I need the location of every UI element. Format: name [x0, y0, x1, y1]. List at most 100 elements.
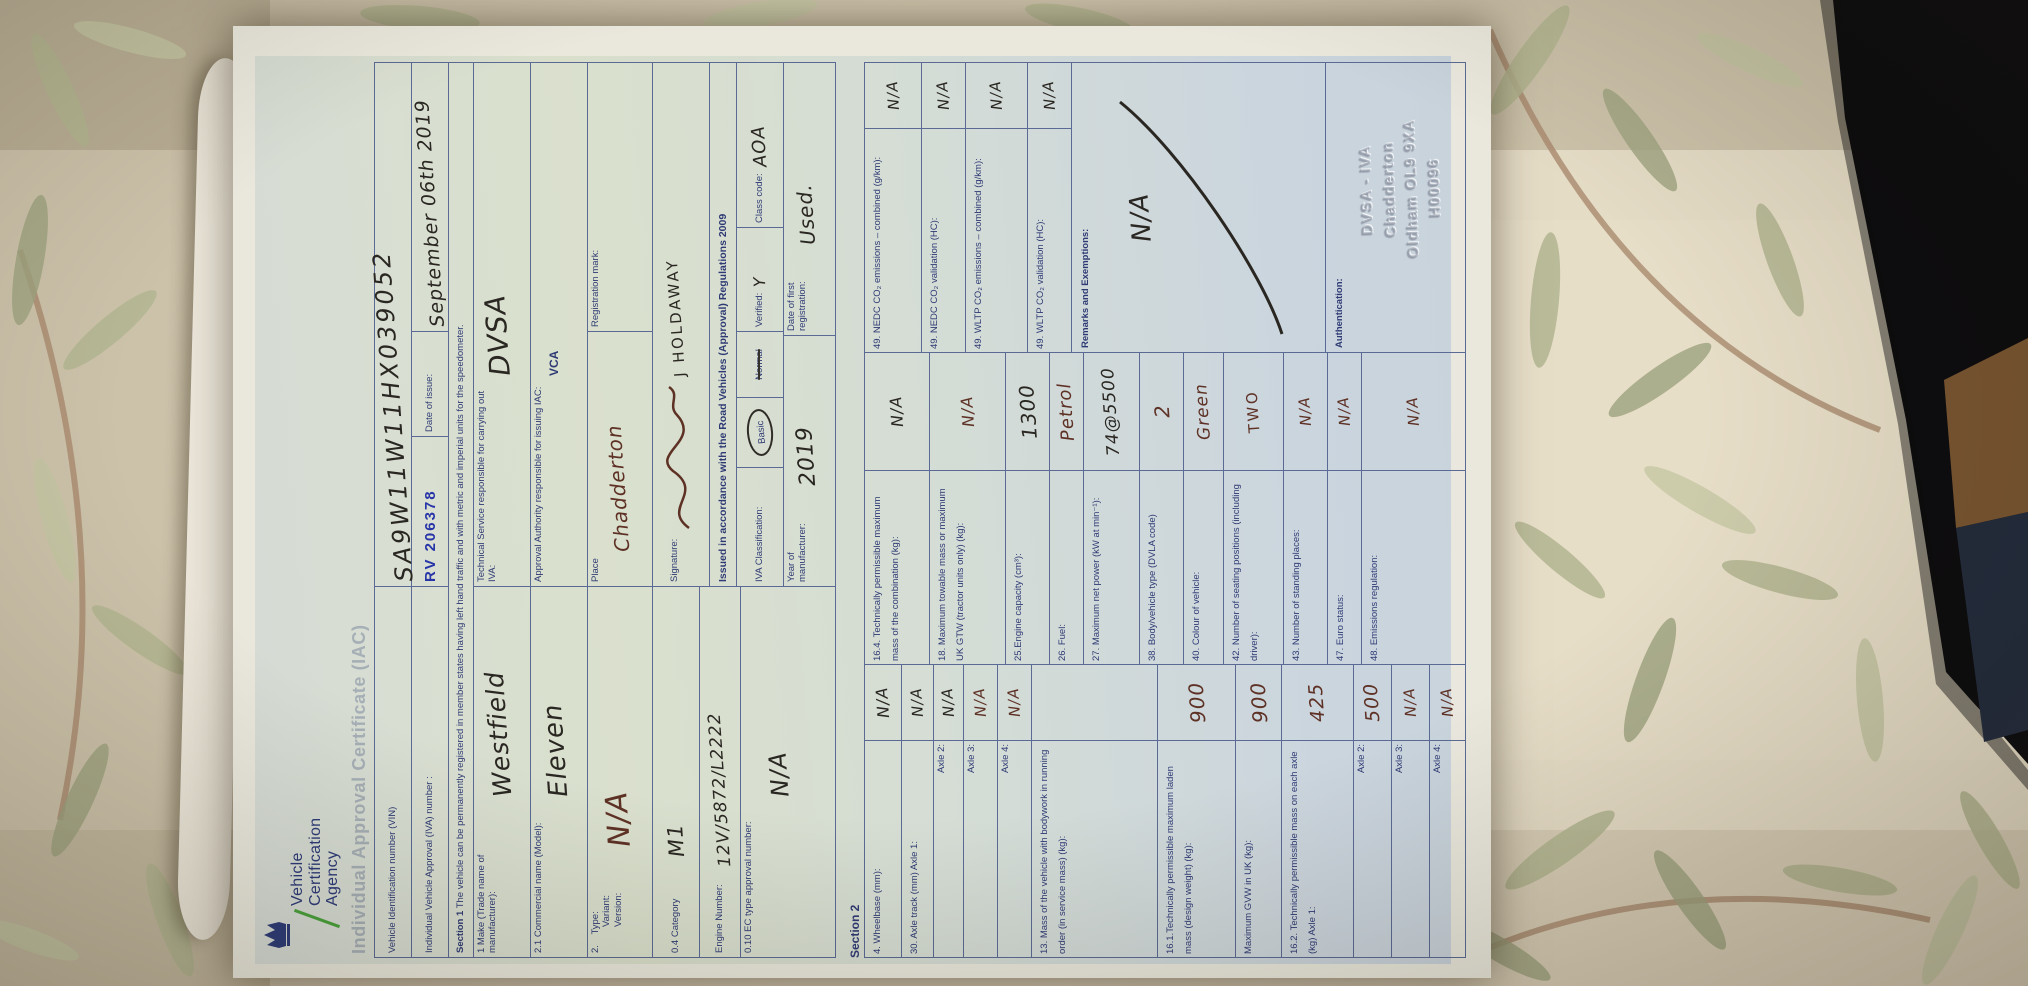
ec-approval-label: 0.10 EC type approval number:	[743, 821, 754, 954]
vca-logo: Vehicle Certification Agency	[259, 56, 347, 954]
type-value: N/A	[599, 789, 638, 848]
signature-name: J HOLDAWAY	[662, 257, 690, 378]
s2-row: 43. Number of standing places: N/A	[1283, 353, 1328, 664]
certificate-document: Vehicle Certification Agency Individual …	[233, 26, 1491, 978]
s2-row: 18. Maximum towable mass or maximum UK G…	[929, 353, 1006, 664]
section2-left-column: 4. Wheelbase (mm): N/A 30. Axle track (mm…	[865, 665, 1466, 957]
s2-row: 49. WLTP CO₂ emissions – combined (g/km)…	[965, 63, 1028, 352]
class-code-value: AOA	[747, 124, 772, 169]
category-row: 0.4 Category M1	[653, 587, 699, 957]
s2-row: 27. Maximum net power (kW at min⁻¹): 74@5…	[1083, 353, 1140, 664]
iva-number-prefix: RV	[421, 557, 439, 582]
issued-row: Issued in accordance with the Road Vehic…	[709, 63, 736, 586]
date-of-issue-label: Date of issue:	[424, 373, 436, 432]
s2-row: Axle 4: N/A	[997, 665, 1032, 957]
signature-squiggle	[666, 385, 690, 529]
authentication-label: Authentication:	[1334, 278, 1346, 348]
class-code-label: Class code:	[754, 173, 766, 223]
s2-row: 16.2. Technically permissible mass on ea…	[1281, 665, 1354, 957]
dvsa-stamp: DVSA - IVA Chadderton Oldham OL9 9XA H00…	[1352, 68, 1450, 311]
iva-number-label: Individual Vehicle Approval (IVA) number…	[424, 776, 436, 953]
category-value: M1	[662, 822, 689, 858]
logo-text: Vehicle Certification Agency	[289, 818, 342, 906]
section2-middle-column: 16.4. Technically permissible maximum ma…	[865, 353, 1466, 665]
vin-value: SA9W11W11HX039052	[367, 248, 419, 583]
vin-row: Vehicle Identification number (VIN) SA9W…	[367, 63, 419, 957]
s2-row: 25.Engine capacity (cm³): 1300	[1005, 353, 1050, 664]
section1-sentence-row: Section 1 The vehicle can be permanently…	[448, 63, 473, 957]
logo-green-slash	[293, 908, 341, 929]
section1-text: The vehicle can be permanently registere…	[455, 324, 467, 911]
s2-row: 40. Colour of vehicle: Green	[1183, 353, 1224, 664]
s2-row: Axle 2: 500	[1353, 665, 1392, 957]
ec-approval-value: N/A	[763, 750, 795, 798]
make-row: 1 Make (Trade name of manufacturer): Wes…	[473, 63, 530, 957]
place-label: Place	[590, 558, 601, 582]
s2-row: 26. Fuel: Petrol	[1049, 353, 1084, 664]
place-value: Chadderton	[601, 423, 635, 553]
classification-basic: Basic	[744, 407, 776, 458]
s2-row: 30. Axle track (mm) Axle 1: N/A	[901, 665, 934, 957]
date-first-registration-label: Date of first registration:	[786, 281, 809, 331]
engine-number-row: Engine Number: 12V/5872/L2222	[699, 587, 740, 957]
type-place-row: 2. Type: Variant: Version: N/A Place Cha…	[587, 63, 652, 957]
remarks-cell: Remarks and Exemptions: N/A	[1071, 63, 1326, 352]
s2-row: 4. Wheelbase (mm): N/A	[865, 665, 902, 957]
authentication-cell: Authentication: DVSA - IVA Chadderton Ol…	[1325, 63, 1466, 352]
wood-edge	[1944, 338, 2028, 528]
section1-table: Vehicle Identification number (VIN) SA9W…	[367, 62, 836, 958]
date-first-registration-value: Used.	[791, 182, 821, 246]
engine-number-value: 12V/5872/L2222	[704, 711, 735, 868]
model-value: Eleven	[537, 702, 575, 798]
section1-heading: Section 1	[455, 910, 467, 953]
model-row: 2.1 Commercial name (Model): Eleven Appr…	[530, 63, 587, 957]
s2-row: 49. WLTP CO₂ validation (HC): N/A	[1027, 63, 1072, 352]
verified-value: Y	[749, 275, 770, 288]
s2-row: 42. Number of seating positions (includi…	[1223, 353, 1284, 664]
classification-row: IVA Classification: Basic Normal Verifie…	[736, 63, 783, 586]
s2-row: 48. Emissions regulation: N/A	[1361, 353, 1466, 664]
type-label: Type:	[590, 911, 601, 935]
classification-normal: Normal	[754, 349, 766, 380]
iva-classification-label: IVA Classification:	[754, 506, 766, 582]
watermark-title: Individual Approval Certificate (IAC)	[349, 624, 369, 954]
section2-heading: Section 2	[848, 904, 862, 958]
date-of-issue-value: September 06th 2019	[410, 98, 449, 328]
s2-row: Axle 3: N/A	[1391, 665, 1430, 957]
s2-row: 47. Euro status: N/A	[1327, 353, 1362, 664]
year-of-manufacturer-value: 2019	[791, 425, 822, 487]
s2-row: 49. NEDC CO₂ validation (HC): N/A	[921, 63, 966, 352]
s2-row: 38. Body/vehicle type (DVLA code) 2	[1139, 353, 1184, 664]
s2-row: 13. Mass of the vehicle with bodywork in…	[1031, 665, 1158, 957]
logo-line: Vehicle	[289, 852, 306, 906]
section2-right-column: 49. NEDC CO₂ emissions – combined (g/km)…	[865, 63, 1466, 353]
logo-line: Certification	[306, 817, 324, 906]
s2-row: Axle 3: N/A	[963, 665, 998, 957]
approval-authority-label: Approval Authority responsible for issui…	[533, 386, 544, 582]
issued-text: Issued in accordance with the Road Vehic…	[716, 213, 729, 582]
signature-row: Signature: J HOLDAWAY	[653, 63, 709, 586]
vin-label: Vehicle Identification number (VIN)	[387, 806, 399, 953]
engine-number-label: Engine Number:	[714, 884, 726, 953]
s2-row: 16.1.Technically permissible maximum lad…	[1157, 665, 1236, 957]
crown-icon	[264, 922, 290, 948]
section2-table: 4. Wheelbase (mm): N/A 30. Axle track (mm…	[864, 62, 1467, 958]
make-label: 1 Make (Trade name of manufacturer):	[476, 854, 499, 953]
approval-authority-value: VCA	[547, 350, 561, 376]
technical-service-value: DVSA	[478, 293, 517, 378]
s2-row: 16.4. Technically permissible maximum ma…	[865, 353, 930, 664]
ec-approval-row: 0.10 EC type approval number: N/A	[740, 587, 835, 957]
certificate-panel: Vehicle Certification Agency Individual …	[255, 56, 1467, 964]
model-label: 2.1 Commercial name (Model):	[533, 822, 544, 953]
dark-blue-object	[1956, 512, 2028, 742]
year-firstreg-row: Year of manufacturer: 2019 Date of first…	[783, 63, 835, 586]
s2-row: 49. NEDC CO₂ emissions – combined (g/km)…	[865, 63, 922, 352]
s2-row: Axle 2: N/A	[933, 665, 964, 957]
s2-row: Axle 4: N/A	[1429, 665, 1466, 957]
logo-line: Agency	[324, 850, 342, 906]
s2-row: Maximum GVW in UK (kg): 900	[1235, 665, 1282, 957]
make-value: Westfield	[479, 670, 518, 798]
variant-label: Variant:	[601, 894, 613, 927]
